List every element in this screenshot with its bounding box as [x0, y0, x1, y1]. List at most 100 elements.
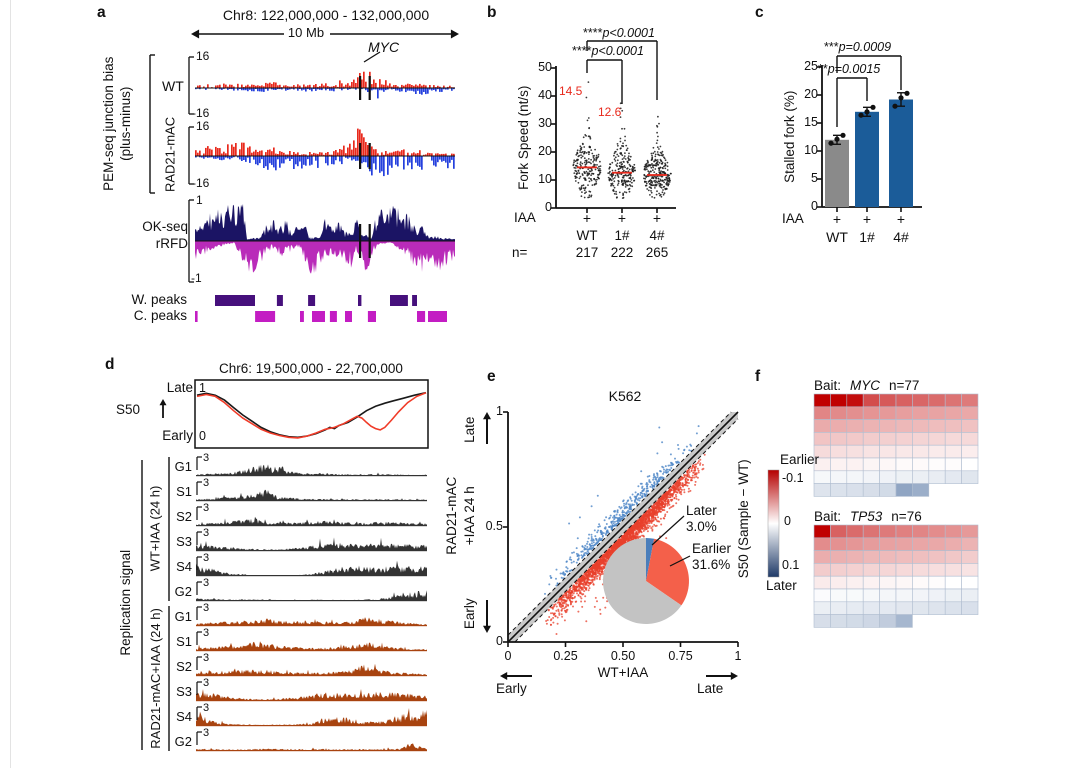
d-signal-axis-label: Replication signal — [118, 549, 134, 656]
b-significance-brackets — [586, 40, 658, 104]
a-okseq-rrfd-track — [195, 204, 455, 274]
e-ytick-label: 0 — [496, 634, 503, 648]
e-earlier-points — [545, 453, 706, 635]
f-map1-bait-label: Bait: — [814, 378, 842, 393]
c-iaa-plus: + — [896, 211, 906, 227]
b-ytick-label: 40 — [538, 88, 552, 102]
d-track-WT-IAA-24-h--S3 — [196, 531, 427, 552]
c-sig-outer-p: p=0.0009 — [838, 40, 892, 54]
e-pie-later-label: Later — [686, 503, 717, 518]
d-track-scale: 3 — [203, 727, 210, 739]
d-track-label: S2 — [176, 659, 192, 674]
d-track-scale: 3 — [203, 652, 210, 664]
d-s50-ymax: 1 — [199, 381, 206, 395]
d-track-scale: 3 — [203, 702, 210, 714]
f-map1-n: n=77 — [889, 378, 920, 393]
d-track-WT-IAA-24-h--S4 — [196, 556, 427, 577]
d-track-RAD21-mAC-IAA-24-h--S3 — [196, 681, 427, 702]
c-iaa-plus: + — [832, 211, 842, 227]
a-rad21-track — [195, 128, 455, 177]
d-s50-ymin: 0 — [199, 429, 206, 443]
b-n-label: n= — [512, 245, 528, 260]
f-map2-gene: TP53 — [850, 509, 883, 524]
d-early-label: Early — [162, 428, 193, 443]
d-track-RAD21-mAC-IAA-24-h--S1 — [196, 631, 427, 652]
b-jitter-group-1# — [607, 102, 636, 200]
c-sig-inner-p: p=0.0015 — [827, 62, 881, 76]
d-track-scale: 3 — [203, 452, 210, 464]
b-sig-outer: ****p<0.0001 — [583, 26, 655, 40]
b-ytick-label: 50 — [538, 60, 552, 74]
b-ytick-label: 10 — [538, 172, 552, 186]
f-heatmap-TP53 — [813, 524, 979, 628]
page-edge — [10, 0, 11, 768]
b-group-label: 4# — [649, 228, 665, 243]
d-track-label: S3 — [176, 684, 192, 699]
c-sig-outer-stars: *** — [824, 40, 839, 54]
b-median2-label: 12.6 — [598, 105, 622, 119]
a-track3-ymax: 1 — [196, 193, 203, 207]
e-ylabel-line2: +IAA 24 h — [462, 486, 478, 546]
d-track-label: G2 — [174, 584, 192, 599]
e-ylabel-line1: RAD21-mAC — [444, 476, 460, 555]
c-sig-outer: ***p=0.0009 — [824, 40, 891, 54]
b-median1-label: 14.5 — [559, 84, 583, 98]
b-sig-inner-p: p<0.0001 — [591, 44, 644, 58]
f-heatmap-MYC — [813, 393, 979, 497]
d-track-scale: 3 — [203, 602, 210, 614]
a-w-peaks-row — [215, 295, 417, 306]
f-map2-bait-label: Bait: — [814, 509, 842, 524]
d-track-RAD21-mAC-IAA-24-h--S2 — [196, 656, 427, 677]
c-ytick-label: 15 — [804, 115, 818, 129]
d-s50-label: S50 — [116, 402, 141, 417]
a-group-axis-line2: (plus-minus) — [118, 86, 134, 161]
a-track1-name: WT — [162, 78, 184, 94]
b-jitter-group-4# — [643, 115, 672, 199]
b-sig-inner: ****p<0.0001 — [572, 44, 644, 58]
b-ytick-label: 20 — [538, 144, 552, 158]
f-map1-title: Bait: MYC n=77 — [814, 378, 919, 394]
e-y-early-label: Early — [462, 598, 478, 630]
e-xtick-label: 0.25 — [553, 649, 578, 663]
a-wt-track — [195, 71, 455, 99]
a-wpeaks-label: W. peaks — [131, 292, 187, 307]
d-track-WT-IAA-24-h--S1 — [196, 481, 427, 502]
d-track-label: G1 — [174, 459, 192, 474]
c-significance-brackets — [836, 55, 902, 127]
d-track-WT-IAA-24-h--S2 — [196, 506, 427, 527]
c-iaa-plus: + — [862, 211, 872, 227]
a-track2-name: RAD21-mAC — [162, 116, 178, 193]
d-track-scale: 3 — [203, 552, 210, 564]
panel-a-label: a — [97, 4, 106, 21]
c-ytick-label: 25 — [804, 59, 818, 73]
d-track-label: S4 — [176, 559, 192, 574]
d-track-WT-IAA-24-h--G2 — [196, 581, 427, 602]
a-track1-ymin: -16 — [192, 106, 210, 120]
f-map2-title: Bait: TP53 n=76 — [814, 509, 922, 525]
e-ytick-label: 0.5 — [485, 519, 503, 533]
b-sig-inner-stars: **** — [572, 44, 592, 58]
d-track-scale: 3 — [203, 502, 210, 514]
a-region-title: Chr8: 122,000,000 - 132,000,000 — [222, 7, 430, 23]
d-group-brackets — [141, 457, 170, 751]
d-track-label: G1 — [174, 609, 192, 624]
e-ytick-label: 1 — [496, 404, 503, 418]
d-track-label: G2 — [174, 734, 192, 749]
e-later-points — [544, 425, 700, 595]
d-track-RAD21-mAC-IAA-24-h--G1 — [196, 606, 427, 627]
panel-e-label: e — [487, 368, 496, 385]
d-track-scale: 3 — [203, 577, 210, 589]
c-axes-and-bars — [817, 65, 922, 212]
d-track-scale: 3 — [203, 477, 210, 489]
panel-f-label: f — [755, 368, 761, 385]
f-cb-top-label: Earlier — [780, 452, 820, 467]
panel-c-label: c — [755, 4, 764, 21]
e-pie-earlier-label: Earlier — [692, 541, 732, 556]
b-iaa-plus: + — [617, 210, 627, 226]
d-track-scale: 3 — [203, 677, 210, 689]
e-title: K562 — [608, 388, 642, 404]
panel-d-label: d — [105, 356, 115, 373]
c-ytick-label: 10 — [804, 143, 818, 157]
a-track2-ymin: -16 — [192, 176, 210, 190]
